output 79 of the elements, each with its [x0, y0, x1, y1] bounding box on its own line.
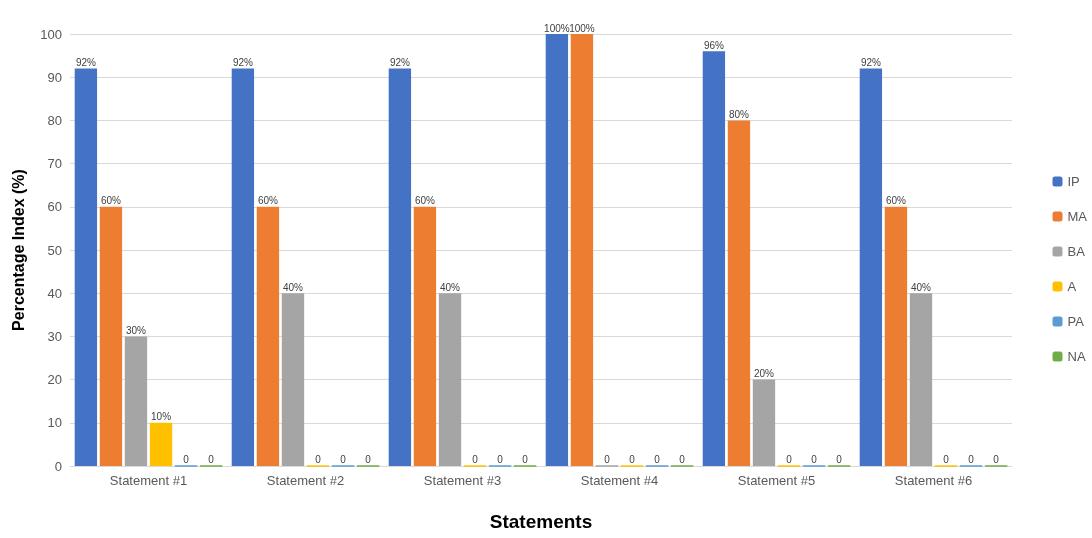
y-tick-label: 50: [47, 242, 62, 258]
data-label: 0: [968, 454, 975, 465]
bar: [438, 293, 462, 466]
data-label: 20%: [753, 368, 775, 380]
data-label: 100%: [544, 22, 570, 34]
data-label: 100%: [569, 22, 595, 34]
bar: [231, 68, 255, 466]
data-label: 0: [786, 454, 793, 465]
data-label: 60%: [414, 195, 436, 207]
y-tick-label: 60: [47, 199, 62, 215]
bar: [74, 68, 98, 466]
data-label: 92%: [75, 57, 97, 69]
bar: [570, 34, 594, 466]
legend-label: PA: [1067, 314, 1085, 329]
y-axis-title: Percentage Index (%): [9, 169, 27, 331]
bar: [752, 379, 776, 466]
data-label: 30%: [125, 324, 147, 336]
bar: [149, 422, 173, 466]
y-tick-label: 30: [47, 328, 62, 344]
y-tick-label: 100: [40, 26, 62, 42]
data-label: 0: [654, 454, 661, 465]
x-tick-label: Statement #4: [580, 473, 659, 488]
data-label: 0: [522, 454, 529, 465]
y-tick-label: 70: [47, 156, 62, 172]
data-label: 60%: [885, 195, 907, 207]
x-tick-label: Statement #3: [423, 473, 502, 488]
bar: [124, 336, 148, 466]
data-label: 0: [472, 454, 479, 465]
data-label: 0: [811, 454, 818, 465]
data-label: 92%: [860, 57, 882, 69]
data-label: 80%: [728, 108, 750, 120]
bar: [884, 206, 908, 466]
x-tick-label: Statement #6: [894, 473, 973, 488]
bar: [281, 293, 305, 466]
y-tick-label: 20: [47, 372, 62, 388]
data-label: 0: [183, 454, 190, 465]
data-label: 0: [604, 454, 611, 465]
y-tick-label: 40: [47, 285, 62, 301]
bar: [99, 206, 123, 466]
bar: [545, 34, 569, 466]
data-label: 0: [340, 454, 347, 465]
legend-label: MA: [1067, 209, 1088, 224]
data-label: 0: [629, 454, 636, 465]
y-tick-label: 0: [54, 458, 62, 474]
data-label: 92%: [232, 57, 254, 69]
data-label: 0: [365, 454, 372, 465]
legend-label: BA: [1067, 244, 1086, 259]
x-axis-title: Statements: [489, 511, 593, 532]
y-tick-label: 80: [47, 112, 62, 128]
bar: [702, 51, 726, 466]
data-label: 96%: [703, 39, 725, 51]
x-tick-label: Statement #5: [737, 473, 816, 488]
bar: [727, 120, 751, 466]
data-label: 0: [836, 454, 843, 465]
data-label: 40%: [282, 281, 304, 293]
data-label: 0: [208, 454, 215, 465]
bar: [256, 206, 280, 466]
data-label: 10%: [151, 411, 172, 423]
data-label: 60%: [257, 195, 279, 207]
y-tick-label: 10: [47, 415, 62, 431]
x-tick-label: Statement #2: [266, 473, 345, 488]
bar: [859, 68, 883, 466]
data-label: 0: [679, 454, 686, 465]
data-label: 0: [993, 454, 1000, 465]
data-label: 0: [943, 454, 950, 465]
y-tick-label: 90: [47, 69, 62, 85]
bar: [909, 293, 933, 466]
data-label: 0: [315, 454, 322, 465]
bar: [388, 68, 412, 466]
x-tick-label: Statement #1: [109, 473, 188, 488]
bar: [413, 206, 437, 466]
data-label: 60%: [100, 195, 122, 207]
data-label: 0: [497, 454, 504, 465]
legend-label: A: [1067, 279, 1077, 294]
data-label: 92%: [389, 57, 411, 69]
data-label: 40%: [910, 281, 932, 293]
data-label: 40%: [439, 281, 461, 293]
legend-label: NA: [1067, 349, 1086, 364]
legend-label: IP: [1067, 174, 1080, 189]
